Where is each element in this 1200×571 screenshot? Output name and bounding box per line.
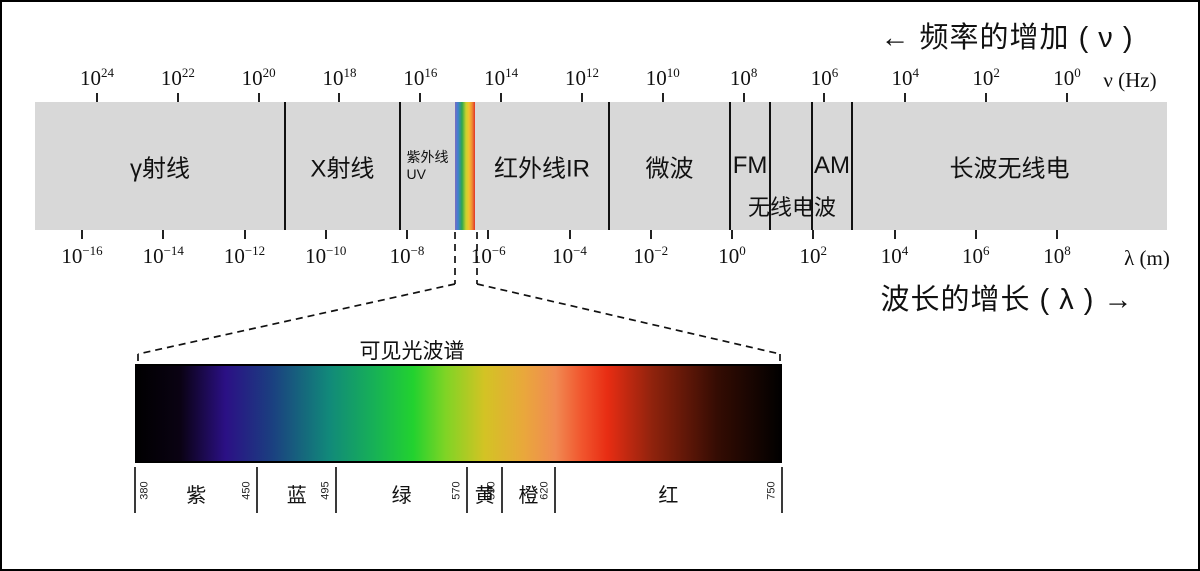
wavelength-tick-mark <box>731 230 733 239</box>
frequency-tick-label: 1020 <box>241 65 276 90</box>
visible-region-label-红: 红 <box>658 485 679 507</box>
visible-region-label-绿: 绿 <box>391 485 412 507</box>
band-divider <box>283 102 286 230</box>
band-label-fm: FM <box>732 152 768 179</box>
band-divider <box>608 102 611 230</box>
frequency-tick-label: 1022 <box>160 65 195 90</box>
frequency-tick-mark <box>1065 93 1068 102</box>
visible-boundary-tick <box>134 467 136 513</box>
wavelength-tick-mark <box>243 230 246 239</box>
wavelength-tick-label: 10−12 <box>223 243 266 268</box>
wavelength-tick-mark <box>893 230 896 239</box>
wavelength-tick-label: 102 <box>799 243 828 268</box>
frequency-tick-label: 1018 <box>322 65 357 90</box>
visible-boundary-tick <box>553 467 556 513</box>
wavelength-tick-mark <box>406 230 408 239</box>
band-divider <box>729 102 732 230</box>
band-label-microwave: 微波 <box>645 155 694 183</box>
wavelength-tick-label: 106 <box>962 243 990 268</box>
visible-boundary-tick <box>335 467 338 513</box>
band-label-am: AM <box>813 152 850 179</box>
wavelength-tick-label: 10−8 <box>389 243 425 268</box>
band-label-x-ray: X射线 <box>310 155 375 183</box>
frequency-tick-mark <box>419 93 422 102</box>
visible-boundary-tick <box>501 467 504 513</box>
visible-boundary-wavelength: 750 <box>765 481 778 500</box>
wavelength-tick-label: 10−14 <box>142 243 184 268</box>
wavelength-tick-label: 10−4 <box>552 243 587 268</box>
frequency-tick-label: 108 <box>729 65 758 90</box>
wavelength-tick-label: 104 <box>880 243 909 268</box>
wavelength-tick-mark <box>974 230 977 239</box>
band-label-radio-waves: 无线电波 <box>747 195 836 220</box>
frequency-tick-label: 1016 <box>403 65 438 90</box>
visible-region-label-紫: 紫 <box>186 485 207 507</box>
frequency-tick-mark <box>661 93 664 102</box>
wavelength-tick-label: 10−10 <box>305 243 347 268</box>
visible-region-label-黄: 黄 <box>474 485 495 507</box>
visible-spectrum-gradient <box>135 364 782 463</box>
wavelength-axis-unit: λ (m) <box>1124 246 1170 270</box>
wavelength-tick-mark <box>162 230 165 239</box>
frequency-axis-unit: ν (Hz) <box>1103 68 1157 92</box>
frequency-tick-label: 102 <box>972 65 1000 90</box>
band-label-ultraviolet: 紫外线 UV <box>406 149 449 182</box>
visible-boundary-tick <box>466 467 469 513</box>
frequency-tick-mark <box>96 93 98 102</box>
wavelength-tick-label: 100 <box>718 243 746 268</box>
visible-region-label-蓝: 蓝 <box>286 485 307 507</box>
wavelength-tick-mark <box>81 230 83 239</box>
frequency-tick-mark <box>176 93 179 102</box>
wavelength-tick-mark <box>649 230 652 239</box>
frequency-tick-label: 106 <box>810 65 839 90</box>
band-label-gamma-ray: γ射线 <box>129 155 190 183</box>
frequency-tick-mark <box>904 93 907 102</box>
frequency-tick-mark <box>338 93 341 102</box>
band-divider <box>850 102 853 230</box>
frequency-tick-mark <box>742 93 745 102</box>
visible-region-label-橙: 橙 <box>518 485 539 507</box>
frequency-tick-mark <box>985 93 988 102</box>
band-divider <box>398 102 401 230</box>
frequency-tick-mark <box>500 93 503 102</box>
spectrum-band: γ射线 X射线 紫外线 UV 红外线IR 微波 FM AM 长波无线电无线电波 <box>35 102 1167 230</box>
visible-boundary-wavelength: 380 <box>138 481 151 500</box>
wavelength-tick-mark <box>487 230 490 239</box>
frequency-tick-label: 1010 <box>645 65 680 90</box>
wavelength-tick-label: 108 <box>1043 243 1071 268</box>
frequency-direction-label: ← 频率的增加 ( ν ) <box>880 22 1134 54</box>
visible-spectrum-title: 可见光波谱 <box>359 340 465 363</box>
band-label-longwave-radio: 长波无线电 <box>949 155 1070 183</box>
visible-boundary-tick <box>256 467 259 513</box>
wavelength-tick-label: 10−16 <box>61 243 103 268</box>
frequency-tick-label: 1014 <box>484 65 519 90</box>
frequency-tick-label: 104 <box>891 65 920 90</box>
wavelength-tick-mark <box>1056 230 1058 239</box>
wavelength-tick-label: 10−6 <box>470 243 506 268</box>
frequency-tick-mark <box>580 93 583 102</box>
wavelength-direction-label: 波长的增长 ( λ ) → <box>880 284 1134 316</box>
wavelength-tick-label: 10−2 <box>633 243 669 268</box>
frequency-tick-label: 1024 <box>80 65 114 90</box>
frequency-tick-mark <box>823 93 826 102</box>
frequency-tick-mark <box>257 93 260 102</box>
band-divider <box>811 102 813 230</box>
frequency-tick-label: 1012 <box>564 65 599 90</box>
band-divider <box>769 102 771 230</box>
visible-light-strip <box>454 102 475 230</box>
frequency-tick-label: 100 <box>1053 65 1081 90</box>
wavelength-tick-mark <box>568 230 571 239</box>
wavelength-tick-mark <box>812 230 815 239</box>
wavelength-tick-mark <box>324 230 327 239</box>
visible-boundary-wavelength: 450 <box>240 481 253 500</box>
visible-boundary-tick <box>781 467 783 513</box>
band-label-infrared: 红外线IR <box>494 155 591 183</box>
